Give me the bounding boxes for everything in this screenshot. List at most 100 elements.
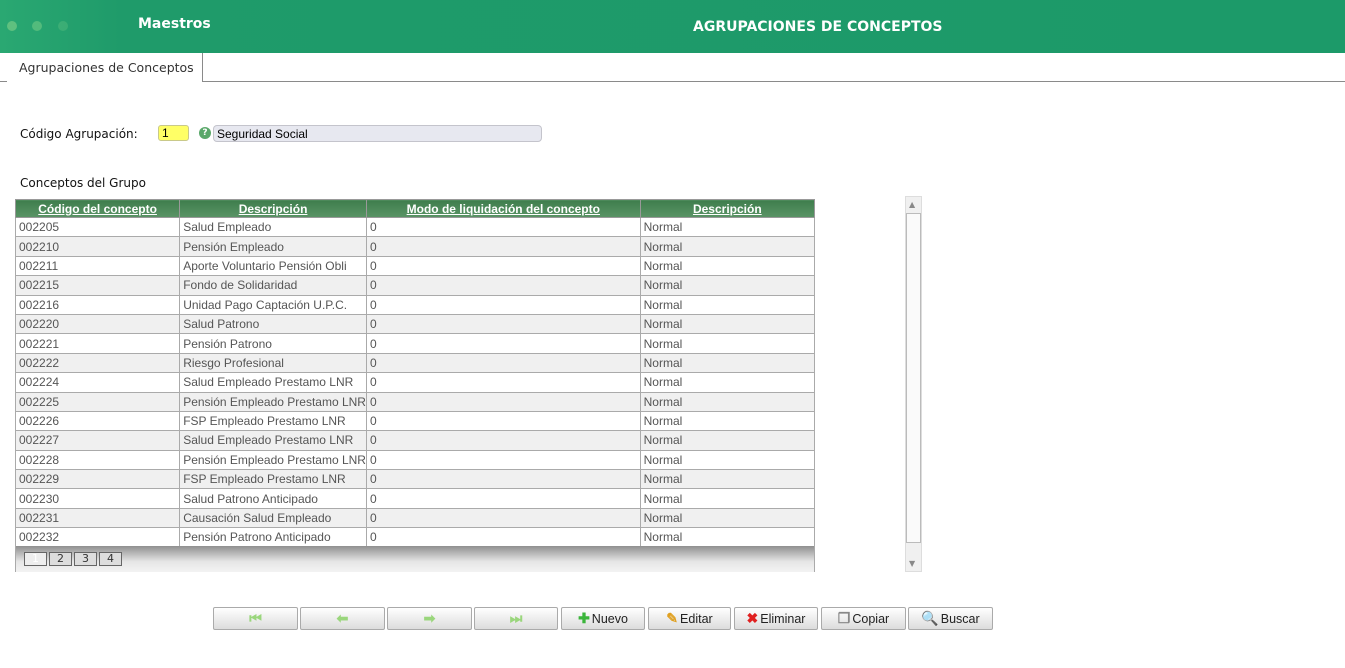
eliminar-button[interactable]: ✖ Eliminar [734,607,818,630]
table-cell: Salud Patrono Anticipado [179,488,367,509]
column-header[interactable]: Código del concepto [14,199,181,218]
table-row[interactable]: 002230 Salud Patrono Anticipado 0 Normal [14,488,816,509]
scrollbar[interactable]: ▲ ▼ [905,196,922,572]
table-cell: 0 [365,275,641,296]
table-cell: Normal [639,527,816,548]
table-row[interactable]: 002215 Fondo de Solidaridad 0 Normal [14,275,816,296]
table-cell: 0 [365,507,641,529]
table-cell: Riesgo Profesional [179,352,367,374]
editar-button[interactable]: ✎ Editar [648,607,731,630]
table-cell: Normal [639,216,816,238]
table-row[interactable]: 002232 Pensión Patrono Anticipado 0 Normal [14,527,816,548]
editar-label: Editar [680,611,713,626]
table-cell: 0 [365,333,641,354]
buscar-label: Buscar [940,611,980,626]
table-cell: 002228 [14,449,181,471]
table-row[interactable]: 002228 Pensión Empleado Prestamo LNR 0 Norm… [14,449,816,471]
table-cell: Salud Patrono [179,313,367,335]
table-cell: Normal [639,313,816,335]
last-record-button[interactable]: ⏭ [474,607,558,630]
next-record-button[interactable]: ➡ [387,607,472,630]
scroll-thumb[interactable] [906,213,921,543]
table-row[interactable]: 002216 Unidad Pago Captación U.P.C. 0 Norma… [14,294,816,315]
code-input[interactable]: 1 [158,125,189,141]
last-icon: ⏭ [509,610,523,626]
concepts-table: Código del concepto Descripción Modo de li… [14,199,816,548]
page-button[interactable]: 2 [49,552,72,566]
arrow-right-icon: ➡ [423,610,436,626]
column-header[interactable]: Modo de liquidación del concepto [365,199,641,218]
table-cell: Normal [639,430,816,451]
table-row[interactable]: 002210 Pensión Empleado 0 Normal [14,236,816,257]
page-button[interactable]: 3 [74,552,97,566]
tab-divider [0,81,1345,82]
table-cell: 002230 [14,488,181,509]
buscar-button[interactable]: 🔍 Buscar [908,607,993,630]
arrow-left-icon: ⬅ [336,610,349,626]
table-cell: Causación Salud Empleado [179,507,367,529]
scroll-up-icon[interactable]: ▲ [909,200,916,209]
table-cell: 002225 [14,391,181,412]
table-cell: 0 [365,430,641,451]
table-cell: 002216 [14,294,181,315]
table-cell: 0 [365,236,641,257]
table-cell: Salud Empleado [179,216,367,238]
search-icon: 🔍 [921,610,939,626]
table-cell: 0 [365,391,641,412]
table-cell: 0 [365,410,641,432]
table-cell: Normal [639,236,816,257]
table-cell: 0 [365,527,641,548]
table-row[interactable]: 002231 Causación Salud Empleado 0 Normal [14,507,816,529]
brand-title: Maestros [138,16,211,32]
table-row[interactable]: 002227 Salud Empleado Prestamo LNR 0 Normal [14,430,816,451]
column-header[interactable]: Descripción [639,199,816,218]
pencil-icon: ✎ [666,610,679,626]
table-row[interactable]: 002229 FSP Empleado Prestamo LNR 0 Normal [14,469,816,490]
table-cell: 002210 [14,236,181,257]
table-row[interactable]: 002226 FSP Empleado Prestamo LNR 0 Normal [14,410,816,432]
copiar-button[interactable]: ❐ Copiar [821,607,906,630]
table-cell: Normal [639,333,816,354]
table-cell: 0 [365,449,641,471]
table-row[interactable]: 002220 Salud Patrono 0 Normal [14,313,816,335]
previous-record-button[interactable]: ⬅ [300,607,385,630]
top-bar: Maestros AGRUPACIONES DE CONCEPTOS [0,0,1345,53]
page-button[interactable]: 1 [24,552,47,566]
eliminar-label: Eliminar [760,611,806,626]
nuevo-label: Nuevo [591,611,628,626]
table-cell: 002215 [14,275,181,296]
table-cell: Pensión Patrono [179,333,367,354]
table-cell: Normal [639,391,816,412]
table-row[interactable]: 002224 Salud Empleado Prestamo LNR 0 Normal [14,372,816,393]
first-record-button[interactable]: ⏮ [213,607,298,630]
page-title: AGRUPACIONES DE CONCEPTOS [693,19,943,35]
page-button[interactable]: 4 [99,552,122,566]
table-cell: Normal [639,275,816,296]
table-cell: 0 [365,313,641,335]
table-cell: 002220 [14,313,181,335]
table-row[interactable]: 002222 Riesgo Profesional 0 Normal [14,352,816,374]
window-dot-icon [32,21,42,31]
table-cell: Normal [639,255,816,277]
table-cell: Normal [639,352,816,374]
copy-icon: ❐ [837,610,851,626]
table-cell: 0 [365,469,641,490]
nuevo-button[interactable]: ✚ Nuevo [561,607,645,630]
table-row[interactable]: 002225 Pensión Empleado Prestamo LNR 0 Norm… [14,391,816,412]
help-icon[interactable]: ? [199,127,211,139]
table-cell: 0 [365,255,641,277]
table-row[interactable]: 002211 Aporte Voluntario Pensión Obli 0 Nor… [14,255,816,277]
table-cell: 002224 [14,372,181,393]
table-row[interactable]: 002205 Salud Empleado 0 Normal [14,216,816,238]
table-row[interactable]: 002221 Pensión Patrono 0 Normal [14,333,816,354]
table-cell: 002232 [14,527,181,548]
table-cell: FSP Empleado Prestamo LNR [179,410,367,432]
table-cell: Normal [639,372,816,393]
table-cell: 002227 [14,430,181,451]
table-cell: Pensión Empleado [179,236,367,257]
description-field: Seguridad Social [213,125,542,142]
table-cell: 0 [365,488,641,509]
column-header[interactable]: Descripción [179,199,367,218]
tab-agrupaciones[interactable]: Agrupaciones de Conceptos [7,53,203,82]
scroll-down-icon[interactable]: ▼ [909,559,916,568]
